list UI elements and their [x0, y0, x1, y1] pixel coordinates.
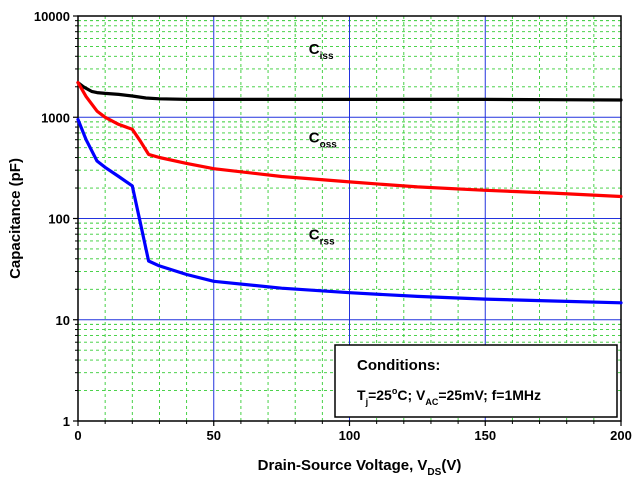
y-tick-label: 1 — [63, 414, 70, 429]
x-tick-label: 100 — [339, 428, 361, 443]
y-axis-label: Capacitance (pF) — [7, 158, 24, 279]
x-tick-label: 200 — [610, 428, 632, 443]
y-tick-label: 10000 — [34, 9, 70, 24]
x-axis-label-sub: DS — [427, 467, 441, 478]
y-tick-label: 100 — [48, 212, 70, 227]
x-axis-label: Drain-Source Voltage, VDS(V) — [258, 457, 462, 478]
x-axis-label-main: Drain-Source Voltage, V — [258, 457, 428, 474]
x-tick-label: 0 — [74, 428, 81, 443]
x-tick-label: 150 — [474, 428, 496, 443]
series-label-ciss: Ciss — [309, 41, 334, 62]
conditions-box: Conditions: Tj=25oC; VAC=25mV; f=1MHz — [335, 345, 617, 417]
y-tick-label: 10 — [56, 313, 70, 328]
x-tick-label: 50 — [207, 428, 221, 443]
x-axis-label-suffix: (V) — [441, 457, 461, 474]
conditions-frame — [335, 345, 617, 417]
series-label-crss: Crss — [309, 227, 335, 248]
y-tick-label: 1000 — [41, 110, 70, 125]
conditions-title: Conditions: — [357, 357, 440, 374]
